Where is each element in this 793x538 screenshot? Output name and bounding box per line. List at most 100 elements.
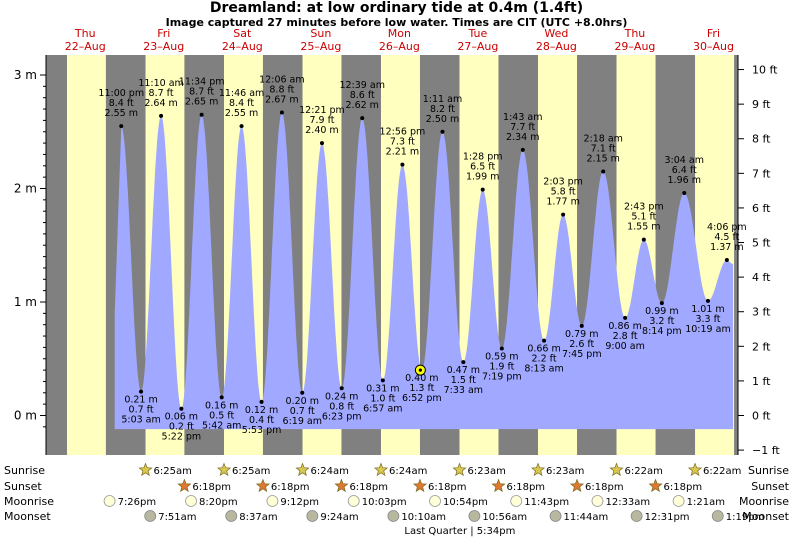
sunset-time: 6:18pm <box>428 482 467 493</box>
moonrise-time: 7:26pm <box>118 497 157 508</box>
tide-label: 8:13 am <box>524 364 563 375</box>
tide-label: 7:45 pm <box>562 349 602 360</box>
daylight-band <box>67 55 106 455</box>
tide-point <box>139 389 144 394</box>
sunrise-icon <box>295 462 310 477</box>
sunrise-icon <box>531 462 546 477</box>
tide-label: 6:23 pm <box>322 411 362 422</box>
row-label-right: Sunrise <box>748 464 789 477</box>
tide-label: 2:43 pm <box>624 202 664 213</box>
day-name: Thu <box>74 27 96 40</box>
tide-point <box>179 406 184 411</box>
sunset-time: 6:18pm <box>664 482 703 493</box>
tide-point <box>259 399 264 404</box>
tide-point <box>119 124 124 129</box>
sunrise-time: 6:23am <box>468 466 506 477</box>
tide-label: 0.4 ft <box>249 415 274 426</box>
day-name: Sun <box>310 27 331 40</box>
chart-subtitle: Image captured 27 minutes before low wat… <box>165 16 628 29</box>
moonrise-time: 12:33am <box>605 497 650 508</box>
sunrise-time: 6:23am <box>546 466 584 477</box>
tide-label: 7.1 ft <box>591 143 616 154</box>
tide-point <box>339 386 344 391</box>
tide-label: 2:03 pm <box>543 177 583 188</box>
tide-label: 1.96 m <box>668 175 701 186</box>
right-tick-label: 3 ft <box>752 306 771 319</box>
moonrise-icon <box>510 495 523 507</box>
tide-label: 6.4 ft <box>672 165 697 176</box>
moonset-icon <box>630 510 643 522</box>
day-name: Sat <box>233 27 252 40</box>
right-tick-label: 6 ft <box>752 202 771 215</box>
sunset-icon <box>177 478 192 493</box>
tide-label: 7.7 ft <box>510 122 535 133</box>
tide-point <box>319 141 324 146</box>
tide-label: 2.55 m <box>225 108 258 119</box>
tide-label: 1.9 ft <box>489 362 514 373</box>
moonset-icon <box>387 510 400 522</box>
tide-label: 12:56 pm <box>380 127 426 138</box>
tide-point <box>542 338 547 343</box>
tide-point <box>300 390 305 395</box>
now-marker-dot <box>418 368 422 372</box>
sunrise-time: 6:24am <box>311 466 349 477</box>
row-label-right: Sunset <box>751 480 789 493</box>
tide-label: 5:42 am <box>202 420 241 431</box>
tide-point <box>499 346 504 351</box>
tide-label: 6.5 ft <box>470 162 495 173</box>
tide-label: 6:19 am <box>283 416 322 427</box>
day-date: 22–Aug <box>65 40 106 53</box>
tide-label: 0.7 ft <box>129 405 154 416</box>
moonrise-icon <box>429 495 441 507</box>
day-date: 29–Aug <box>614 40 655 53</box>
tide-label: 1.77 m <box>546 197 579 208</box>
tide-label: 2.21 m <box>386 147 419 158</box>
tide-label: 1.99 m <box>466 172 499 183</box>
tide-label: 8.7 ft <box>149 88 174 99</box>
tide-label: 2.40 m <box>305 125 338 136</box>
left-tick-label: 2 m <box>14 182 37 196</box>
moonset-time: 10:56am <box>482 512 527 523</box>
tide-label: 0.47 m <box>447 365 480 376</box>
tide-label: 8.4 ft <box>229 98 254 109</box>
tide-label: 11:46 am <box>219 88 264 99</box>
tide-label: 7.9 ft <box>309 115 334 126</box>
tide-label: 10:19 am <box>685 324 730 335</box>
sunset-icon <box>255 478 270 493</box>
right-tick-label: 9 ft <box>752 98 771 111</box>
tide-label: 12:06 am <box>259 74 304 85</box>
moonrise-icon <box>347 495 360 507</box>
tide-point <box>520 147 525 152</box>
tide-point <box>440 129 445 134</box>
moonset-time: 8:37am <box>239 512 277 523</box>
moonrise-time: 1:21am <box>687 497 725 508</box>
left-tick-label: 3 m <box>14 68 37 82</box>
moonrise-time: 8:20pm <box>199 497 238 508</box>
left-tick-label: 0 m <box>14 409 37 423</box>
tide-label: 7:33 am <box>444 385 483 396</box>
sunrise-icon <box>138 462 153 477</box>
tide-label: 8:14 pm <box>642 326 682 337</box>
chart-title: Dreamland: at low ordinary tide at 0.4m … <box>209 0 584 16</box>
tide-point <box>360 116 365 121</box>
tide-label: 2.55 m <box>105 108 138 119</box>
sunrise-time: 6:22am <box>625 466 663 477</box>
moonset-time: 1:19pm <box>726 512 765 523</box>
moonrise-icon <box>103 495 116 507</box>
sunrise-time: 6:25am <box>154 466 192 477</box>
tide-point <box>682 191 687 196</box>
tide-point <box>623 315 628 320</box>
tide-label: 1.3 ft <box>409 383 434 394</box>
day-name: Fri <box>707 27 720 40</box>
moonset-time: 10:10am <box>401 512 446 523</box>
tide-label: 0.21 m <box>124 395 157 406</box>
tide-point <box>601 169 606 174</box>
tide-point <box>561 212 566 217</box>
tide-label: 1.01 m <box>691 304 724 315</box>
tide-point <box>724 258 729 263</box>
tide-label: 2.6 ft <box>569 339 594 350</box>
tide-label: 4.5 ft <box>714 232 739 243</box>
moonset-time: 12:31pm <box>645 512 690 523</box>
day-date: 30–Aug <box>693 40 734 53</box>
